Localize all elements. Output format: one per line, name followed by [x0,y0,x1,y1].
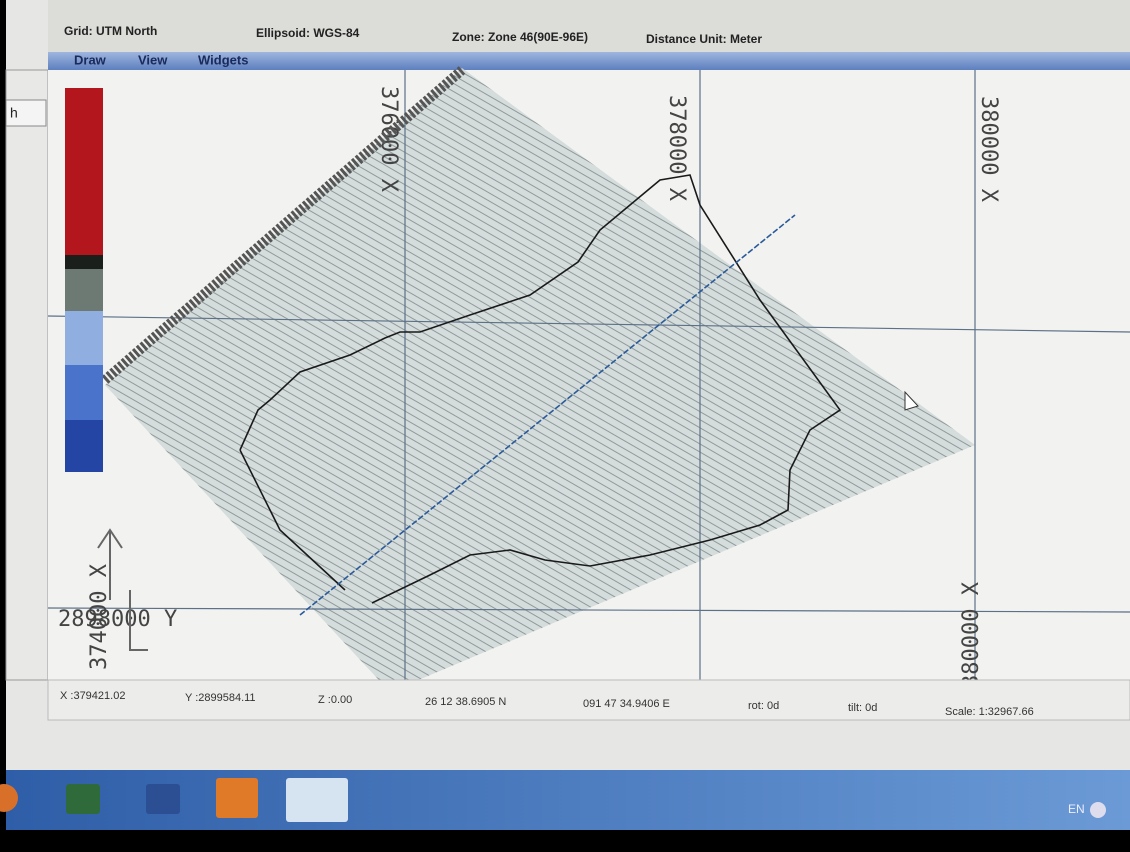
status-lat: 26 12 38.6905 N [425,696,506,708]
status-tilt: tilt: 0d [848,702,877,714]
header-ellipsoid: Ellipsoid: WGS-84 [256,26,360,40]
header-unit: Distance Unit: Meter [646,32,762,46]
menu-item[interactable]: View [138,52,168,67]
side-panel [6,70,48,680]
color-legend [65,88,103,472]
menu-item[interactable]: Draw [74,52,107,67]
word-icon[interactable] [146,784,180,814]
grid-label: 380000 X [976,96,1001,203]
status-x: X :379421.02 [60,690,125,702]
menu-item[interactable]: Widgets [198,52,248,67]
side-button-label: h [10,105,18,121]
app-icon[interactable] [216,778,258,818]
status-z: Z :0.00 [318,694,352,706]
header-grid: Grid: UTM North [64,24,157,38]
grid-label: 380000 X [959,581,984,688]
gis-app-icon[interactable] [286,778,348,822]
grid-label: 2898000 Y [58,607,177,632]
status-rot: rot: 0d [748,700,779,712]
status-y: Y :2899584.11 [185,692,256,704]
help-icon[interactable] [1090,802,1106,818]
status-scale: Scale: 1:32967.66 [945,706,1034,718]
grid-label: 374000 X [87,563,112,670]
header-zone: Zone: Zone 46(90E-96E) [452,30,588,44]
screen: Grid: UTM North Ellipsoid: WGS-84 Zone: … [0,0,1130,852]
grid-label: 378000 X [664,95,689,202]
header-bar [48,0,1130,52]
status-lon: 091 47 34.9406 E [583,698,670,710]
language-indicator[interactable]: EN [1068,802,1085,816]
excel-icon[interactable] [66,784,100,814]
